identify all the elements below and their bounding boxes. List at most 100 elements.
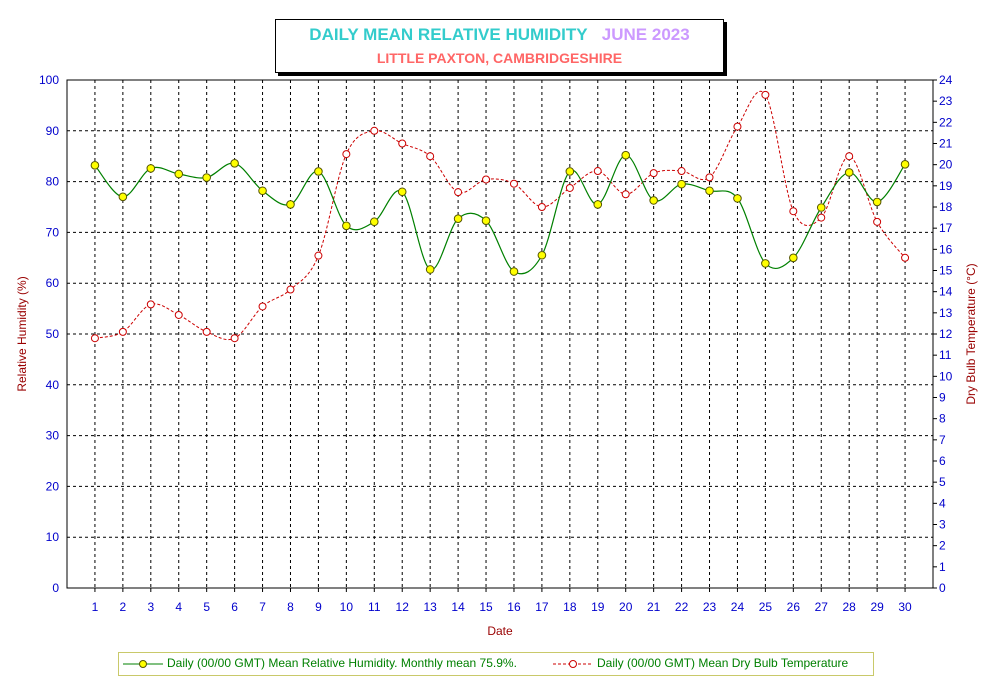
temperature-point [202, 327, 211, 336]
temperature-point [258, 302, 267, 311]
right-tick-label: 1 [939, 560, 946, 574]
temperature-point [426, 152, 435, 161]
legend-humidity-label: Daily (00/00 GMT) Mean Relative Humidity… [167, 656, 517, 670]
temperature-point [509, 179, 518, 188]
x-axis-title: Date [487, 624, 513, 638]
x-tick-label: 9 [315, 600, 322, 614]
left-tick-label: 30 [46, 429, 60, 443]
humidity-point [314, 167, 323, 176]
temperature-point [621, 190, 630, 199]
x-tick-label: 23 [703, 600, 717, 614]
temperature-point [733, 122, 742, 131]
humidity-series [90, 150, 910, 276]
right-tick-label: 18 [939, 200, 953, 214]
humidity-point [649, 196, 658, 205]
humidity-point [342, 221, 351, 231]
left-tick-label: 90 [46, 124, 60, 138]
x-tick-label: 12 [396, 600, 410, 614]
humidity-point [397, 187, 407, 197]
legend-temperature-swatch [553, 660, 593, 668]
left-tick-label: 70 [46, 225, 60, 239]
x-tick-label: 6 [231, 600, 238, 614]
right-tick-label: 20 [939, 158, 953, 172]
right-tick-label: 14 [939, 285, 953, 299]
temperature-point [873, 217, 882, 226]
x-tick-label: 13 [423, 600, 437, 614]
temperature-point [705, 173, 714, 182]
temperature-point [90, 334, 99, 343]
humidity-point [369, 217, 379, 227]
humidity-point [453, 214, 463, 223]
right-tick-label: 2 [939, 539, 946, 553]
humidity-point [872, 197, 882, 207]
temperature-point [454, 188, 463, 197]
temperature-point [677, 167, 686, 176]
right-tick-label: 9 [939, 391, 946, 405]
left-axis-ticks: 0 10 20 30 40 50 60 70 80 90 100 [39, 73, 59, 595]
left-tick-label: 80 [46, 175, 60, 189]
humidity-point [677, 179, 686, 189]
humidity-point [816, 203, 826, 212]
x-axis-ticks: 1 2 3 4 5 6 7 8 9 10 11 12 13 14 15 16 17 18 19 20 21 22 23 24 2… [92, 588, 912, 614]
temperature-point [565, 183, 574, 192]
humidity-point [286, 200, 295, 209]
right-tick-label: 11 [939, 348, 952, 362]
temperature-point [482, 175, 491, 184]
temperature-point [342, 150, 351, 159]
temperature-point [537, 203, 546, 211]
temperature-point [593, 167, 602, 176]
x-tick-label: 24 [731, 600, 745, 614]
humidity-point [146, 164, 156, 173]
right-axis-title: Dry Bulb Temperature (°C) [964, 263, 978, 404]
x-tick-label: 5 [203, 600, 210, 614]
x-tick-label: 18 [563, 600, 577, 614]
humidity-point [118, 192, 128, 202]
temperature-point [761, 90, 770, 99]
x-tick-label: 26 [787, 600, 801, 614]
temperature-point [286, 285, 295, 294]
left-tick-label: 50 [46, 327, 60, 341]
right-tick-label: 22 [939, 115, 953, 129]
right-tick-label: 13 [939, 306, 953, 320]
right-tick-label: 0 [939, 581, 946, 595]
right-tick-label: 6 [939, 454, 946, 468]
legend: Daily (00/00 GMT) Mean Relative Humidity… [118, 652, 874, 676]
title-line-1: DAILY MEAN RELATIVE HUMIDITY JUNE 2023 [276, 25, 723, 45]
x-tick-label: 25 [759, 600, 773, 614]
left-tick-label: 60 [46, 276, 60, 290]
right-tick-label: 15 [939, 264, 953, 278]
x-tick-label: 30 [898, 600, 912, 614]
humidity-point [425, 265, 435, 274]
humidity-point [733, 194, 742, 203]
right-tick-label: 7 [939, 433, 946, 447]
x-tick-label: 22 [675, 600, 689, 614]
x-tick-label: 17 [535, 600, 549, 614]
left-axis-title: Relative Humidity (%) [15, 276, 29, 391]
temperature-point [649, 169, 658, 178]
legend-temperature-label: Daily (00/00 GMT) Mean Dry Bulb Temperat… [597, 656, 849, 670]
temperature-point [174, 310, 183, 319]
temperature-point [901, 253, 910, 262]
humidity-point [90, 161, 100, 170]
temperature-point [146, 300, 155, 309]
x-tick-label: 16 [507, 600, 521, 614]
humidity-point [593, 200, 603, 209]
chart-title: DAILY MEAN RELATIVE HUMIDITY [309, 25, 588, 44]
left-tick-label: 100 [39, 73, 59, 87]
right-tick-label: 23 [939, 94, 953, 108]
x-tick-label: 28 [843, 600, 857, 614]
x-tick-label: 19 [591, 600, 605, 614]
humidity-point [509, 267, 519, 276]
temperature-point [314, 251, 323, 260]
humidity-point [565, 167, 575, 176]
x-tick-label: 11 [368, 600, 381, 614]
title-line-2: LITTLE PAXTON, CAMBRIDGESHIRE [276, 50, 723, 66]
humidity-point [202, 173, 211, 182]
chart-period: JUNE 2023 [601, 25, 690, 44]
left-tick-label: 40 [46, 378, 60, 392]
right-tick-label: 21 [939, 137, 953, 151]
humidity-point [900, 160, 910, 169]
x-tick-label: 20 [619, 600, 633, 614]
x-tick-label: 2 [120, 600, 127, 614]
